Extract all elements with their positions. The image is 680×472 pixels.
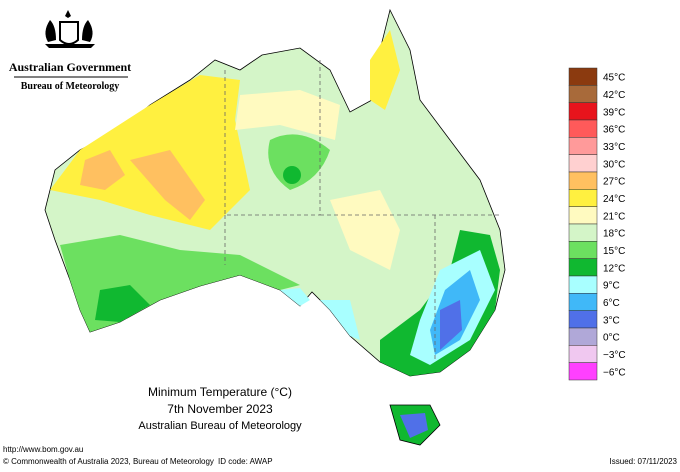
legend-swatch <box>568 102 598 121</box>
temperature-map <box>44 8 506 446</box>
legend: 45°C 42°C 39°C 36°C 33°C 30°C 27°C 24°C 21°C 18°C… <box>568 67 626 381</box>
map-date: 7th November 2023 <box>167 402 273 416</box>
legend-swatch <box>568 345 598 363</box>
legend-swatch <box>568 189 598 207</box>
legend-label: 18°C <box>603 229 625 240</box>
legend-label: 36°C <box>603 125 625 136</box>
legend-label: 42°C <box>603 90 625 101</box>
legend-label: 15°C <box>603 246 625 257</box>
legend-swatch <box>568 310 598 329</box>
footer-copyright: © Commonwealth of Australia 2023, Bureau… <box>3 457 214 466</box>
legend-label: 0°C <box>603 333 620 344</box>
agency-name: Bureau of Meteorology <box>21 81 120 92</box>
legend-label: 24°C <box>603 194 625 205</box>
legend-swatch <box>568 119 598 138</box>
legend-label: 6°C <box>603 298 620 309</box>
footer-url: http://www.bom.gov.au <box>3 445 83 454</box>
legend-swatch <box>568 327 598 346</box>
footer-issued: Issued: 07/11/2023 <box>610 457 678 466</box>
footer-id: ID code: AWAP <box>218 457 273 466</box>
legend-label: −6°C <box>603 367 626 378</box>
government-name: Australian Government <box>9 60 131 74</box>
legend-label: 33°C <box>603 142 625 153</box>
legend-swatch <box>568 241 598 259</box>
legend-label: 12°C <box>603 263 625 274</box>
legend-swatch <box>568 154 598 173</box>
legend-swatch <box>568 171 598 190</box>
legend-label: 27°C <box>603 177 625 188</box>
legend-label: 30°C <box>603 159 625 170</box>
legend-swatch <box>568 293 598 311</box>
legend-swatch <box>568 275 598 294</box>
legend-swatch <box>568 85 598 103</box>
legend-swatch <box>568 362 598 381</box>
legend-label: 9°C <box>603 281 620 292</box>
legend-label: 45°C <box>603 73 625 84</box>
legend-label: −3°C <box>603 350 626 361</box>
legend-label: 21°C <box>603 211 625 222</box>
map-source: Australian Bureau of Meteorology <box>138 420 302 432</box>
legend-swatch <box>568 223 598 242</box>
coat-of-arms <box>45 10 95 48</box>
legend-swatch <box>568 206 598 225</box>
legend-swatch <box>568 67 598 86</box>
map-title: Minimum Temperature (°C) <box>148 385 292 399</box>
legend-swatch <box>568 258 598 277</box>
legend-swatch <box>568 137 598 155</box>
legend-label: 3°C <box>603 315 620 326</box>
legend-label: 39°C <box>603 107 625 118</box>
